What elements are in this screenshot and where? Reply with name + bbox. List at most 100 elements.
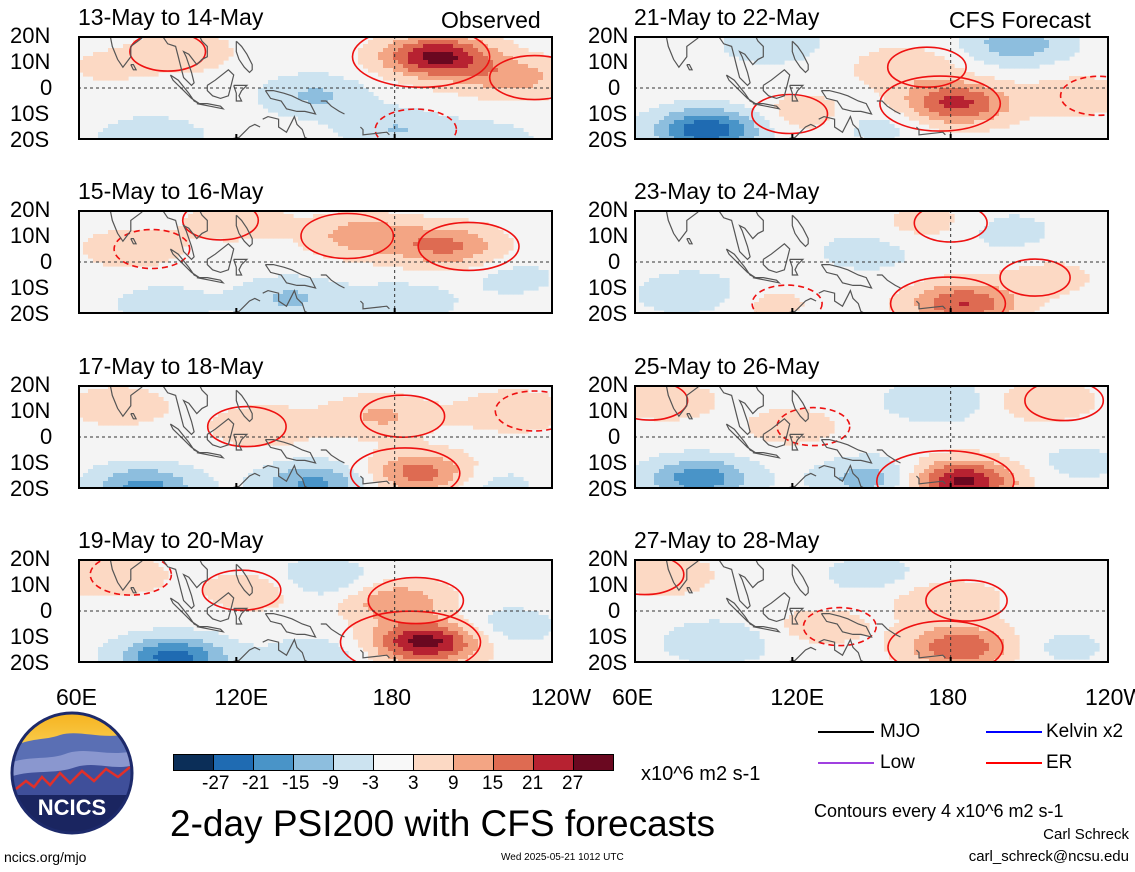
psi-cell <box>343 250 349 255</box>
psi-cell <box>438 445 444 450</box>
psi-cell <box>318 417 324 422</box>
psi-cell <box>423 409 429 414</box>
psi-cell <box>263 210 269 215</box>
psi-cell <box>463 421 469 426</box>
psi-cell <box>323 222 329 227</box>
psi-cell <box>393 635 399 640</box>
psi-cell <box>298 421 304 426</box>
psi-cell <box>313 457 319 462</box>
psi-cell <box>543 421 549 426</box>
psi-cell <box>178 230 184 235</box>
psi-cell <box>523 409 529 414</box>
psi-cell <box>288 473 294 478</box>
psi-cell <box>103 132 109 137</box>
psi-cell <box>398 282 404 287</box>
psi-cell <box>378 124 384 129</box>
psi-cell <box>463 453 469 458</box>
psi-cell <box>363 48 369 53</box>
psi-cell <box>513 477 519 482</box>
psi-cell <box>493 136 499 140</box>
psi-cell <box>438 132 444 137</box>
psi-cell <box>218 52 224 57</box>
psi-cell <box>208 477 214 482</box>
psi-cell <box>333 246 339 251</box>
psi-cell <box>493 234 499 239</box>
psi-cell <box>268 282 274 287</box>
psi-cell <box>148 559 154 564</box>
psi-cell <box>473 461 479 466</box>
psi-cell <box>398 627 404 632</box>
psi-cell <box>443 218 449 223</box>
psi-cell <box>483 278 489 283</box>
psi-cell <box>328 290 334 295</box>
psi-cell <box>348 599 354 604</box>
psi-cell <box>498 36 504 41</box>
psi-cell <box>358 631 364 636</box>
coastline <box>320 100 345 115</box>
psi-cell <box>383 60 389 65</box>
psi-cell <box>398 619 404 624</box>
psi-cell <box>363 128 369 133</box>
psi-cell <box>113 258 119 263</box>
psi-cell <box>93 473 99 478</box>
psi-cell <box>373 619 379 624</box>
psi-cell <box>443 294 449 299</box>
psi-cell <box>503 64 509 69</box>
psi-cell <box>153 639 159 644</box>
psi-cell <box>313 278 319 283</box>
psi-cell <box>303 234 309 239</box>
psi-cell <box>293 222 299 227</box>
psi-cell <box>393 40 399 45</box>
psi-cell <box>453 413 459 418</box>
psi-cell <box>378 104 384 109</box>
psi-cell <box>318 230 324 235</box>
psi-cell <box>423 124 429 129</box>
psi-cell <box>313 96 319 101</box>
psi-cell <box>348 401 354 406</box>
psi-cell <box>408 68 414 73</box>
psi-cell <box>318 250 324 255</box>
psi-cell <box>428 603 434 608</box>
psi-cell <box>548 80 553 85</box>
psi-cell <box>368 64 374 69</box>
psi-cell <box>218 210 224 215</box>
psi-cell <box>173 290 179 295</box>
psi-cell <box>413 120 419 125</box>
psi-cell <box>333 214 339 219</box>
psi-cell <box>303 290 309 295</box>
psi-cell <box>83 56 89 61</box>
psi-cell <box>328 567 334 572</box>
psi-cell <box>263 473 269 478</box>
psi-cell <box>333 286 339 291</box>
psi-cell <box>398 465 404 470</box>
psi-cell <box>353 254 359 259</box>
psi-cell <box>408 631 414 636</box>
psi-cell <box>413 306 419 311</box>
er-contour <box>351 36 491 89</box>
psi-cell <box>228 218 234 223</box>
psi-cell <box>388 258 394 263</box>
psi-cell <box>358 429 364 434</box>
psi-cell <box>528 417 534 422</box>
psi-cell <box>273 84 279 89</box>
psi-cell <box>433 112 439 117</box>
psi-cell <box>393 453 399 458</box>
psi-cell <box>358 591 364 596</box>
psi-cell <box>388 587 394 592</box>
psi-cell <box>143 246 149 251</box>
psi-cell <box>268 294 274 299</box>
psi-cell <box>78 571 84 576</box>
psi-cell <box>383 445 389 450</box>
psi-cell <box>183 222 189 227</box>
psi-cell <box>538 615 544 620</box>
psi-cell <box>118 60 124 65</box>
psi-cell <box>108 485 114 489</box>
coastline <box>235 40 253 74</box>
psi-cell <box>383 603 389 608</box>
psi-cell <box>333 413 339 418</box>
psi-cell <box>258 599 264 604</box>
psi-cell <box>378 306 384 311</box>
psi-cell <box>468 401 474 406</box>
psi-cell <box>483 68 489 73</box>
psi-cell <box>313 108 319 113</box>
